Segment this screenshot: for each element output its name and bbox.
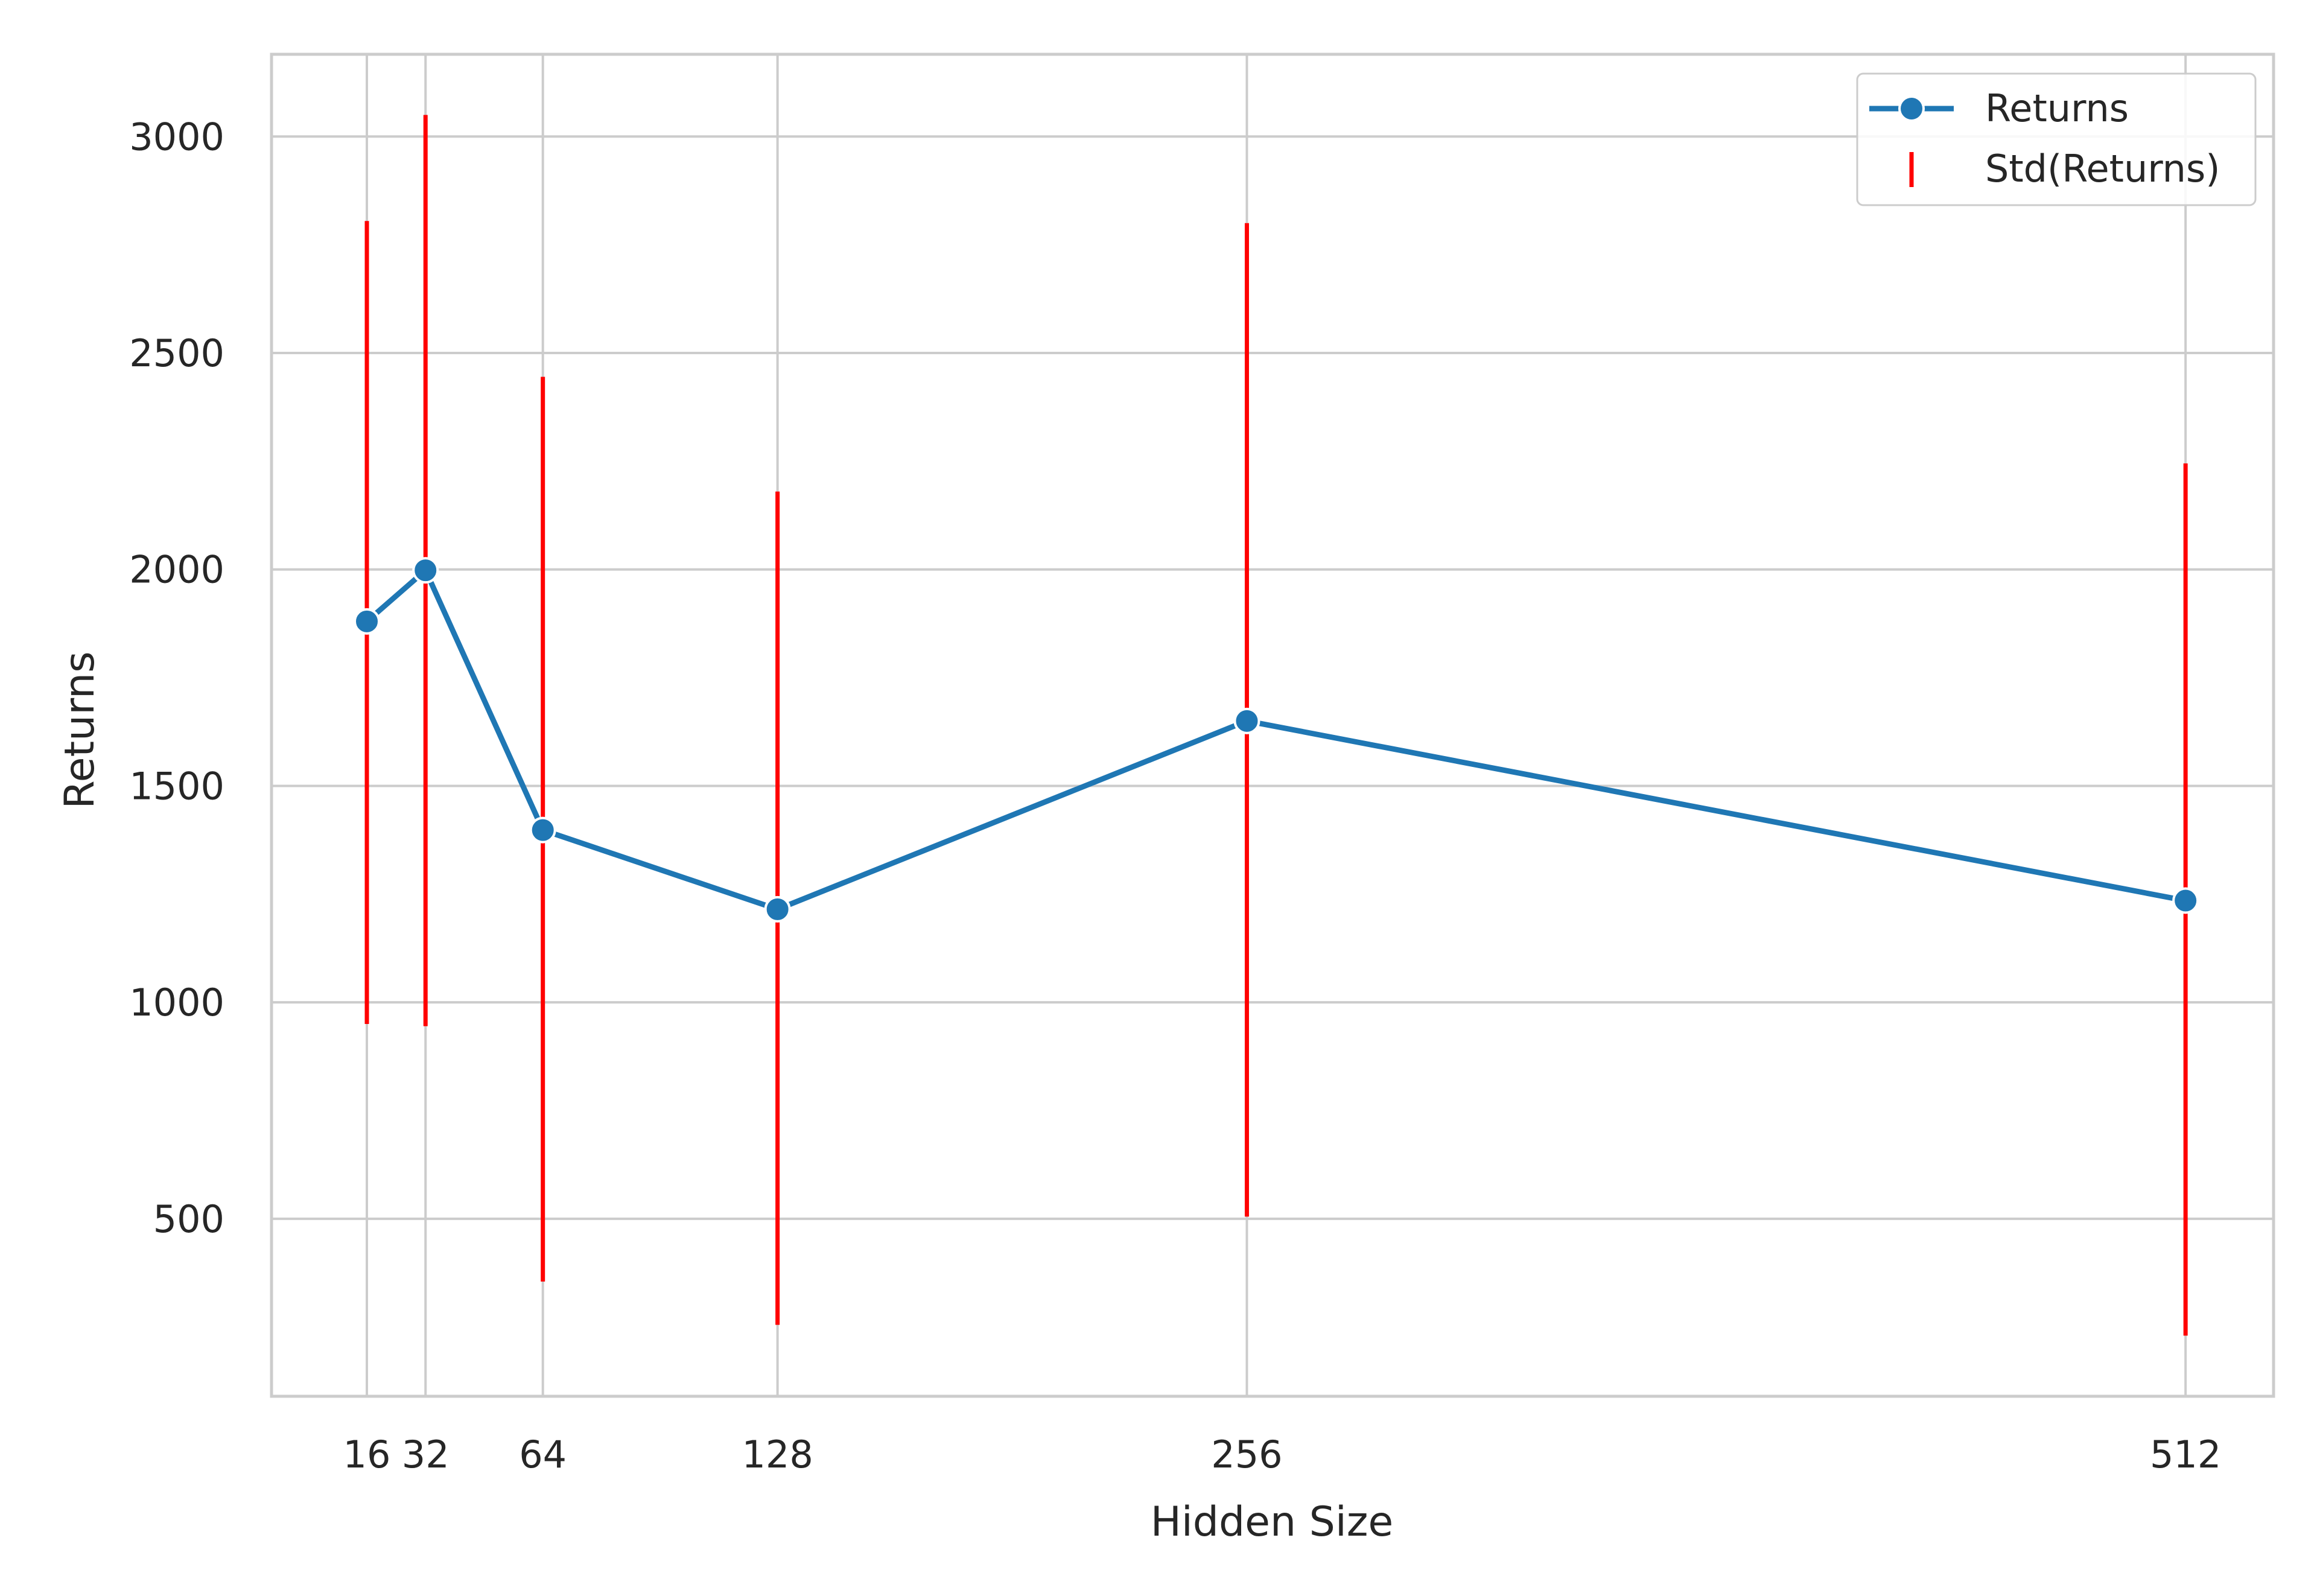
- returns-point-32: [412, 557, 439, 584]
- legend-returns-label: Returns: [1985, 86, 2129, 130]
- x-tick-label-256: 256: [1211, 1432, 1282, 1477]
- legend-returns-marker: [1898, 95, 1925, 122]
- y-tick-label-1000: 1000: [129, 981, 224, 1025]
- y-tick-label-3000: 3000: [129, 115, 224, 159]
- y-tick-label-1500: 1500: [129, 764, 224, 808]
- y-tick-label-2500: 2500: [129, 331, 224, 375]
- x-axis-label: Hidden Size: [1151, 1498, 1394, 1546]
- x-tick-label-512: 512: [2150, 1432, 2221, 1477]
- returns-point-256: [1233, 707, 1260, 734]
- x-tick-label-16: 16: [343, 1432, 391, 1477]
- plot-frame: [270, 52, 2275, 1398]
- returns-point-16: [354, 608, 380, 635]
- returns-point-64: [529, 816, 556, 844]
- y-tick-labels: 500 1000 1500 2000 2500 3000: [129, 115, 224, 1241]
- x-tick-labels: 16 32 64 128 256 512: [343, 1432, 2222, 1477]
- x-tick-label-32: 32: [402, 1432, 450, 1477]
- x-tick-label-64: 64: [519, 1432, 567, 1477]
- legend: Returns Std(Returns): [1856, 72, 2257, 206]
- legend-std-label: Std(Returns): [1985, 147, 2220, 191]
- legend-frame: [1856, 72, 2257, 206]
- y-tick-label-500: 500: [153, 1197, 224, 1241]
- returns-markers: [354, 557, 2199, 923]
- x-tick-label-128: 128: [742, 1432, 813, 1477]
- y-axis-label: Returns: [56, 651, 104, 809]
- y-tick-label-2000: 2000: [129, 548, 224, 592]
- returns-point-128: [764, 895, 791, 923]
- returns-point-512: [2172, 887, 2199, 914]
- plot-area-border: [270, 52, 2275, 1398]
